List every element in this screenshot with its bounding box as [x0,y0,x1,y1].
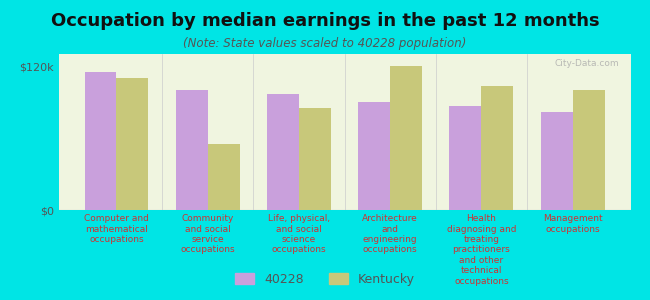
Bar [267,94,299,210]
Text: (Note: State values scaled to 40228 population): (Note: State values scaled to 40228 popu… [183,38,467,50]
Bar [84,72,116,210]
Bar [573,90,604,210]
Bar [541,112,573,210]
Bar [390,66,422,210]
Bar [358,102,390,210]
Legend: 40228, Kentucky: 40228, Kentucky [231,268,419,291]
Bar [449,106,482,210]
Bar [207,144,240,210]
Text: Occupation by median earnings in the past 12 months: Occupation by median earnings in the pas… [51,12,599,30]
Bar [116,78,148,210]
Bar [176,90,207,210]
Text: City-Data.com: City-Data.com [554,59,619,68]
Bar [299,108,331,210]
Bar [482,86,514,210]
